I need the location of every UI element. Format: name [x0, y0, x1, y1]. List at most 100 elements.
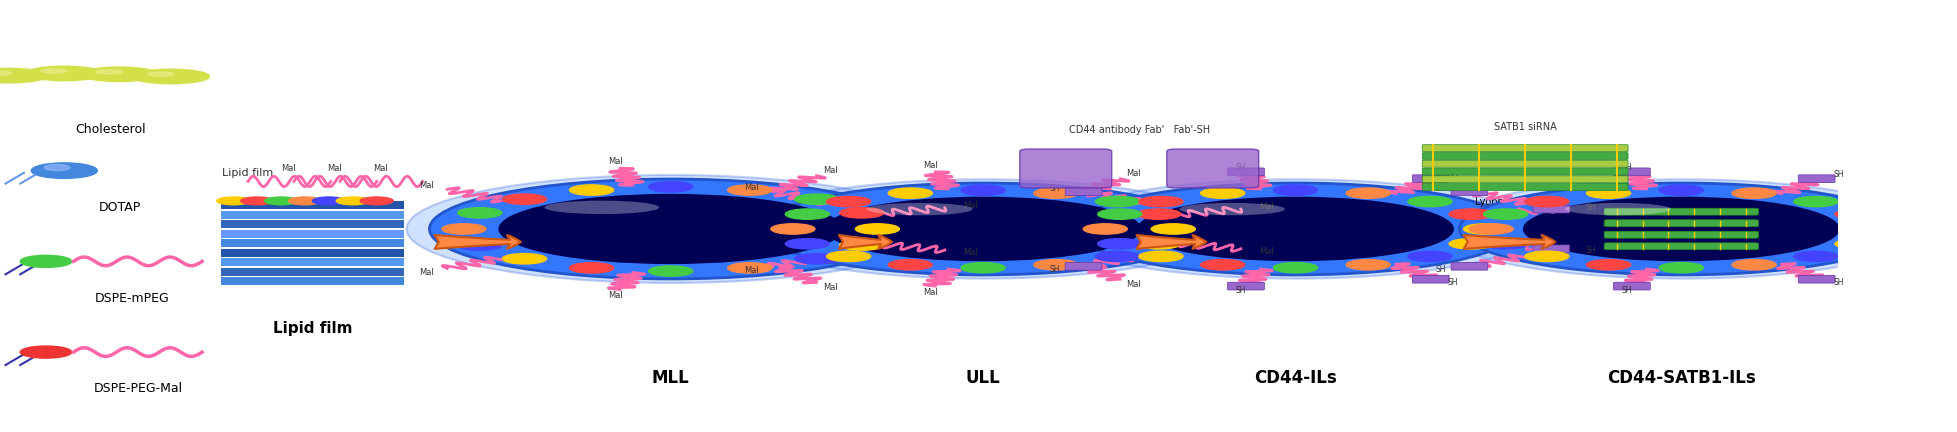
FancyBboxPatch shape [1421, 145, 1626, 152]
Circle shape [1585, 260, 1630, 270]
Ellipse shape [544, 200, 660, 214]
Circle shape [1658, 263, 1703, 273]
Circle shape [360, 197, 393, 205]
Text: Mal: Mal [1258, 203, 1274, 211]
Text: Mal: Mal [744, 266, 759, 275]
Circle shape [1033, 188, 1078, 198]
Circle shape [1483, 238, 1526, 249]
Ellipse shape [761, 183, 1204, 275]
FancyBboxPatch shape [221, 220, 403, 228]
FancyBboxPatch shape [1603, 231, 1757, 238]
Ellipse shape [41, 69, 67, 73]
Circle shape [1448, 238, 1493, 249]
Ellipse shape [429, 179, 912, 279]
Ellipse shape [1178, 203, 1284, 215]
Circle shape [728, 263, 771, 273]
FancyBboxPatch shape [1421, 152, 1626, 159]
Circle shape [1151, 224, 1194, 234]
Circle shape [1033, 260, 1078, 270]
FancyBboxPatch shape [1918, 245, 1955, 253]
Circle shape [1849, 224, 1892, 234]
Circle shape [458, 208, 501, 218]
FancyBboxPatch shape [221, 258, 403, 266]
Circle shape [1082, 224, 1127, 234]
Circle shape [795, 254, 838, 264]
Circle shape [442, 224, 485, 234]
Circle shape [337, 197, 370, 205]
Ellipse shape [25, 66, 104, 81]
FancyBboxPatch shape [1421, 176, 1626, 183]
Circle shape [1098, 238, 1141, 249]
Text: SH: SH [1585, 203, 1595, 212]
Ellipse shape [133, 69, 209, 84]
Circle shape [855, 224, 898, 234]
Text: Mal: Mal [822, 165, 838, 175]
FancyBboxPatch shape [1421, 160, 1626, 167]
FancyBboxPatch shape [221, 211, 403, 219]
Text: Mal: Mal [327, 164, 342, 173]
Circle shape [503, 194, 546, 204]
FancyBboxPatch shape [221, 268, 403, 276]
Circle shape [961, 185, 1004, 195]
Text: SH: SH [1620, 286, 1630, 295]
Text: Mal: Mal [282, 164, 296, 173]
Circle shape [840, 208, 883, 218]
Text: SH: SH [1446, 171, 1458, 179]
Ellipse shape [1072, 183, 1517, 275]
FancyBboxPatch shape [221, 201, 403, 209]
FancyBboxPatch shape [1166, 149, 1258, 188]
FancyBboxPatch shape [1613, 168, 1650, 176]
FancyBboxPatch shape [1603, 243, 1757, 250]
Circle shape [1468, 224, 1513, 234]
Text: Mal: Mal [1125, 280, 1141, 289]
FancyBboxPatch shape [1227, 282, 1264, 290]
Text: Mal: Mal [372, 164, 387, 173]
Circle shape [1139, 251, 1182, 261]
Circle shape [20, 346, 72, 358]
Ellipse shape [740, 179, 1225, 279]
Circle shape [1834, 209, 1879, 219]
Text: Hydration: Hydration [452, 213, 503, 223]
Circle shape [1525, 251, 1568, 261]
Circle shape [1732, 188, 1775, 198]
Circle shape [826, 251, 871, 261]
Ellipse shape [147, 72, 174, 76]
FancyBboxPatch shape [1421, 184, 1626, 191]
Text: Extrusion: Extrusion [840, 213, 890, 223]
Text: DSPE-PEG-Mal: DSPE-PEG-Mal [94, 382, 182, 395]
Circle shape [569, 185, 613, 195]
Text: SH: SH [1049, 184, 1059, 194]
Ellipse shape [80, 67, 159, 82]
Text: Mal: Mal [924, 288, 937, 297]
FancyBboxPatch shape [1020, 149, 1112, 188]
Circle shape [1448, 209, 1493, 219]
Circle shape [1462, 224, 1507, 234]
Text: SH: SH [1832, 171, 1843, 179]
Ellipse shape [1053, 179, 1538, 279]
Text: Mal: Mal [607, 292, 622, 301]
Circle shape [313, 197, 344, 205]
Circle shape [728, 185, 771, 195]
Circle shape [771, 224, 814, 234]
FancyBboxPatch shape [221, 277, 403, 285]
Circle shape [1096, 251, 1139, 261]
FancyBboxPatch shape [1411, 175, 1448, 183]
Circle shape [1139, 197, 1182, 207]
Circle shape [1272, 263, 1317, 273]
Text: Mal: Mal [963, 248, 978, 257]
Ellipse shape [1137, 197, 1454, 261]
Circle shape [888, 188, 932, 198]
Circle shape [264, 197, 297, 205]
Ellipse shape [499, 194, 843, 264]
Text: SH: SH [1049, 264, 1059, 273]
Circle shape [826, 197, 871, 207]
Text: CD44-SATB1-ILs: CD44-SATB1-ILs [1607, 369, 1755, 387]
Circle shape [1096, 197, 1139, 207]
Circle shape [1793, 251, 1838, 261]
Text: SH: SH [1235, 163, 1245, 172]
Text: MLL: MLL [652, 369, 689, 387]
FancyBboxPatch shape [1613, 282, 1650, 290]
Text: Lyophilization/
rehydration: Lyophilization/ rehydration [1476, 197, 1544, 218]
Circle shape [1346, 188, 1389, 198]
Circle shape [785, 209, 830, 219]
